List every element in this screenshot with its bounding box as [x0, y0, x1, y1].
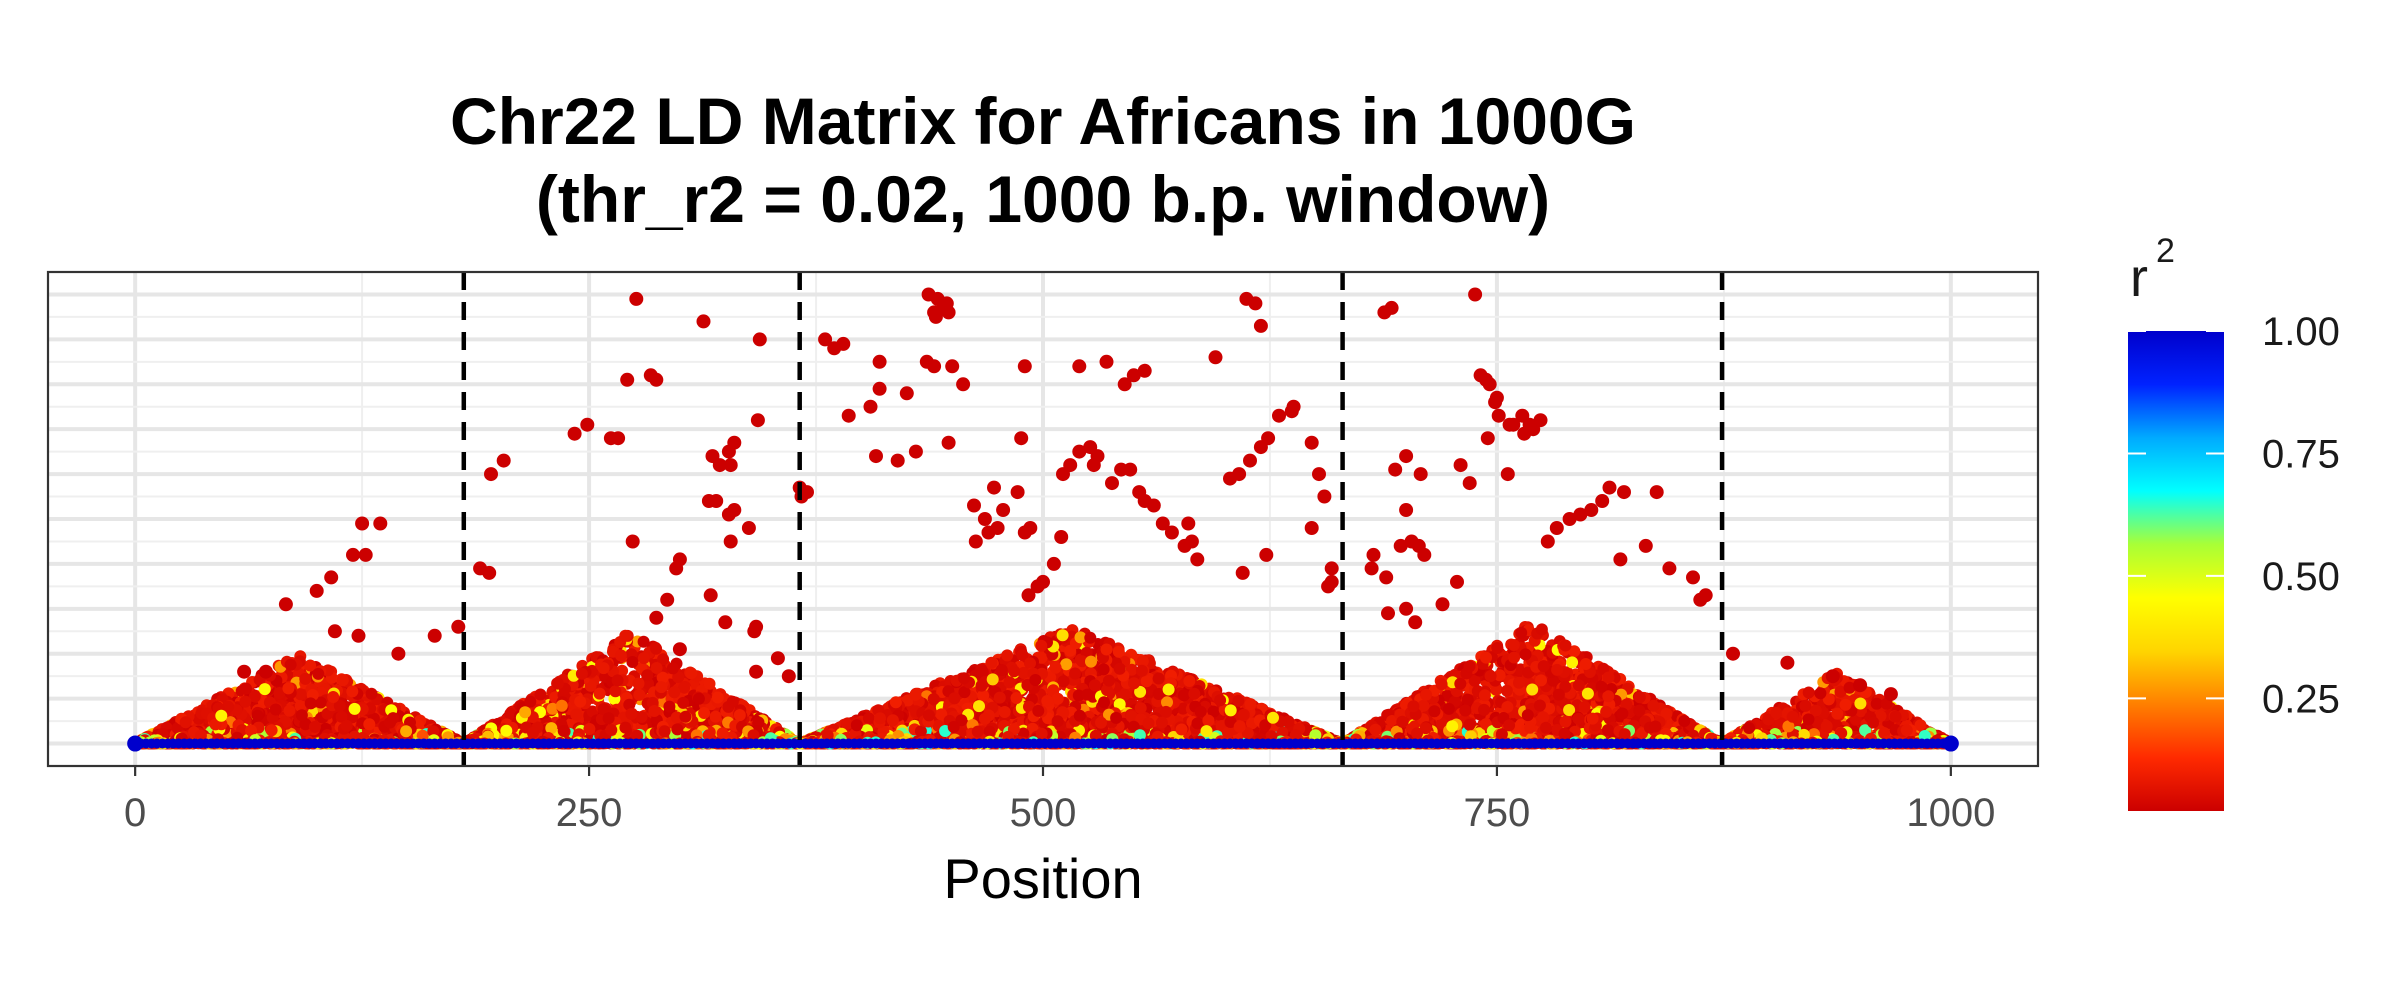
- ld-point: [626, 656, 639, 668]
- ld-point: [304, 659, 317, 672]
- ld-point: [733, 709, 746, 722]
- ld-point: [597, 662, 610, 675]
- ld-point: [551, 677, 564, 690]
- ld-point: [312, 667, 325, 680]
- ld-point: [251, 709, 264, 722]
- ld-point: [619, 629, 632, 642]
- ld-point: [575, 667, 588, 680]
- ld-point: [650, 662, 663, 674]
- ld-point: [709, 710, 722, 723]
- ld-point: [611, 674, 624, 687]
- ld-point: [614, 649, 627, 662]
- ld-point: [295, 709, 308, 722]
- ld-point: [677, 696, 690, 709]
- ld-point: [637, 635, 650, 648]
- chart-title-line-1: Chr22 LD Matrix for Africans in 1000G: [450, 84, 1636, 158]
- ld-point: [534, 688, 547, 701]
- ld-point: [648, 705, 661, 717]
- ld-point: [524, 695, 537, 708]
- ld-point: [650, 642, 663, 655]
- ld-point: [179, 716, 192, 729]
- ld-point: [365, 687, 378, 700]
- ld-point: [282, 682, 295, 695]
- ld-block-3: [793, 624, 1349, 750]
- ld-point: [269, 703, 282, 716]
- ld-point: [348, 702, 361, 715]
- ld-point: [668, 686, 681, 699]
- ld-point: [593, 687, 606, 700]
- ld-point: [527, 726, 539, 739]
- ld-point: [602, 712, 615, 725]
- ld-point: [363, 718, 376, 731]
- ld-point: [605, 724, 618, 736]
- ld-point: [284, 658, 297, 671]
- ld-point: [655, 681, 668, 694]
- ld-point: [692, 692, 705, 705]
- ld-point: [698, 707, 711, 719]
- ld-point: [703, 677, 716, 690]
- ld-point: [309, 720, 321, 733]
- ld-point: [258, 683, 271, 696]
- ld-point: [663, 700, 676, 713]
- ld-point: [633, 688, 646, 701]
- ld-point: [557, 725, 570, 737]
- ld-point: [685, 667, 698, 680]
- ld-point: [240, 682, 252, 695]
- ld-point: [500, 724, 513, 737]
- ld-point: [340, 719, 353, 732]
- ld-point: [387, 712, 400, 725]
- ld-point: [632, 677, 645, 690]
- ld-point: [336, 674, 349, 687]
- ld-point: [574, 695, 587, 708]
- ld-point: [671, 723, 684, 736]
- ld-point: [346, 685, 359, 698]
- ld-point: [658, 725, 671, 738]
- ld-point: [239, 695, 252, 708]
- ld-point: [666, 662, 679, 675]
- ld-point: [265, 724, 278, 737]
- ld-point: [570, 708, 583, 721]
- ld-point: [583, 723, 596, 735]
- ld-point: [637, 652, 650, 665]
- ld-point: [619, 721, 632, 734]
- ld-point: [215, 709, 228, 722]
- ld-point: [609, 685, 622, 698]
- ld-point: [299, 672, 312, 685]
- ld-point: [625, 708, 638, 720]
- ld-point: [283, 704, 296, 717]
- ld-point: [519, 706, 532, 719]
- ld-point: [304, 697, 317, 710]
- ld-triangle-blocks: [127, 621, 1959, 752]
- chart-title-line-2: (thr_r2 = 0.02, 1000 b.p. window): [536, 162, 1550, 236]
- ld-block-2: [457, 629, 806, 750]
- ld-point: [400, 725, 413, 738]
- ld-point: [635, 711, 648, 723]
- ld-point: [711, 691, 724, 704]
- ld-point: [555, 699, 568, 712]
- ld-point: [327, 691, 340, 703]
- ld-point: [679, 710, 692, 723]
